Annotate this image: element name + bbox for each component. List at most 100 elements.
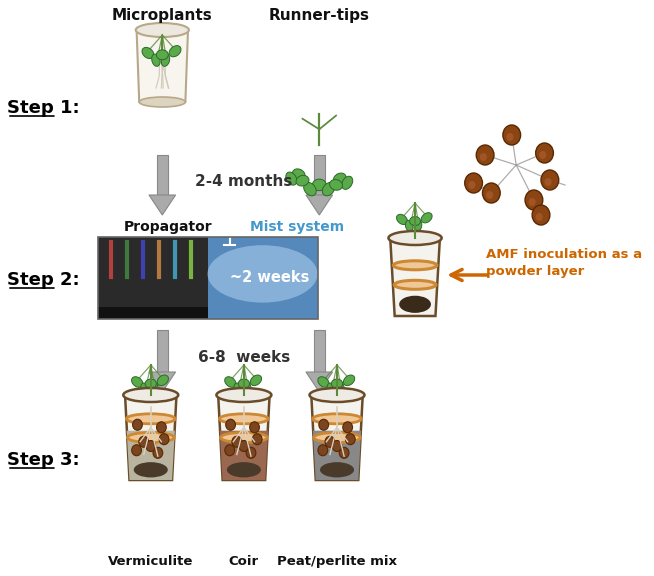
Circle shape xyxy=(541,170,559,190)
Ellipse shape xyxy=(238,379,250,388)
Circle shape xyxy=(503,125,521,145)
Ellipse shape xyxy=(296,175,309,186)
Ellipse shape xyxy=(250,375,262,385)
Circle shape xyxy=(506,133,513,141)
Circle shape xyxy=(226,419,235,430)
Polygon shape xyxy=(314,330,324,372)
Circle shape xyxy=(486,191,493,199)
Ellipse shape xyxy=(133,462,168,478)
Polygon shape xyxy=(157,155,167,195)
Polygon shape xyxy=(218,395,269,480)
Circle shape xyxy=(465,173,483,193)
Ellipse shape xyxy=(141,383,148,395)
Circle shape xyxy=(159,434,169,445)
Circle shape xyxy=(332,441,342,452)
Ellipse shape xyxy=(309,388,364,402)
Ellipse shape xyxy=(343,375,354,385)
Ellipse shape xyxy=(394,281,436,289)
Text: Propagator: Propagator xyxy=(124,220,213,234)
Circle shape xyxy=(225,445,235,456)
Ellipse shape xyxy=(336,383,344,395)
Text: Step 1:: Step 1: xyxy=(7,99,80,117)
Circle shape xyxy=(239,441,249,452)
Ellipse shape xyxy=(327,383,335,395)
Ellipse shape xyxy=(399,295,431,313)
Ellipse shape xyxy=(405,221,413,232)
Ellipse shape xyxy=(169,46,181,57)
Text: Vermiculite: Vermiculite xyxy=(108,555,194,568)
Ellipse shape xyxy=(135,23,189,37)
Ellipse shape xyxy=(318,377,329,387)
Polygon shape xyxy=(127,431,175,480)
Polygon shape xyxy=(97,307,207,319)
Ellipse shape xyxy=(152,54,160,66)
Polygon shape xyxy=(313,431,361,480)
Ellipse shape xyxy=(207,245,317,302)
Ellipse shape xyxy=(227,462,261,478)
Circle shape xyxy=(319,419,328,430)
Polygon shape xyxy=(390,238,440,316)
Ellipse shape xyxy=(220,414,268,424)
Ellipse shape xyxy=(313,414,362,424)
Polygon shape xyxy=(311,395,363,480)
Ellipse shape xyxy=(332,379,343,388)
Ellipse shape xyxy=(320,462,354,478)
Ellipse shape xyxy=(123,388,179,402)
Ellipse shape xyxy=(322,183,335,196)
Polygon shape xyxy=(220,431,268,480)
Ellipse shape xyxy=(139,97,185,107)
Circle shape xyxy=(133,419,143,430)
Circle shape xyxy=(252,434,262,445)
Circle shape xyxy=(345,434,355,445)
Text: powder layer: powder layer xyxy=(486,266,584,279)
Circle shape xyxy=(139,436,148,447)
Ellipse shape xyxy=(220,433,267,442)
Ellipse shape xyxy=(286,172,297,185)
Circle shape xyxy=(246,448,256,458)
Polygon shape xyxy=(306,195,333,215)
Circle shape xyxy=(339,448,349,458)
Circle shape xyxy=(146,441,156,452)
Text: Step 2:: Step 2: xyxy=(7,271,80,289)
Text: 2-4 months: 2-4 months xyxy=(195,175,292,190)
Ellipse shape xyxy=(414,221,422,232)
Ellipse shape xyxy=(341,176,353,190)
Circle shape xyxy=(156,422,166,433)
Ellipse shape xyxy=(216,388,271,402)
Circle shape xyxy=(545,178,551,186)
Circle shape xyxy=(536,143,553,163)
Polygon shape xyxy=(97,237,207,319)
Text: AMF inoculation as a: AMF inoculation as a xyxy=(486,248,642,262)
Circle shape xyxy=(232,436,242,447)
Ellipse shape xyxy=(421,213,432,223)
Circle shape xyxy=(540,151,546,159)
Ellipse shape xyxy=(334,173,346,184)
Circle shape xyxy=(318,445,328,456)
Ellipse shape xyxy=(128,433,174,442)
Ellipse shape xyxy=(131,377,143,387)
Text: Peat/perlite mix: Peat/perlite mix xyxy=(277,555,397,568)
Circle shape xyxy=(476,145,494,165)
Ellipse shape xyxy=(314,433,360,442)
Ellipse shape xyxy=(142,47,154,59)
Circle shape xyxy=(343,422,353,433)
Text: Step 3:: Step 3: xyxy=(7,451,80,469)
Polygon shape xyxy=(157,330,167,372)
Ellipse shape xyxy=(330,180,343,190)
Ellipse shape xyxy=(156,50,168,60)
Text: Microplants: Microplants xyxy=(112,8,213,23)
Ellipse shape xyxy=(162,54,169,66)
Circle shape xyxy=(536,213,543,221)
Circle shape xyxy=(483,183,500,203)
Text: Runner-tips: Runner-tips xyxy=(269,8,370,23)
Text: Coir: Coir xyxy=(229,555,259,568)
Ellipse shape xyxy=(243,383,251,395)
Polygon shape xyxy=(125,395,177,480)
Ellipse shape xyxy=(126,414,175,424)
Polygon shape xyxy=(207,237,317,319)
Ellipse shape xyxy=(234,383,242,395)
Circle shape xyxy=(528,198,536,206)
Circle shape xyxy=(480,153,487,161)
Ellipse shape xyxy=(303,183,317,196)
Circle shape xyxy=(532,205,550,225)
